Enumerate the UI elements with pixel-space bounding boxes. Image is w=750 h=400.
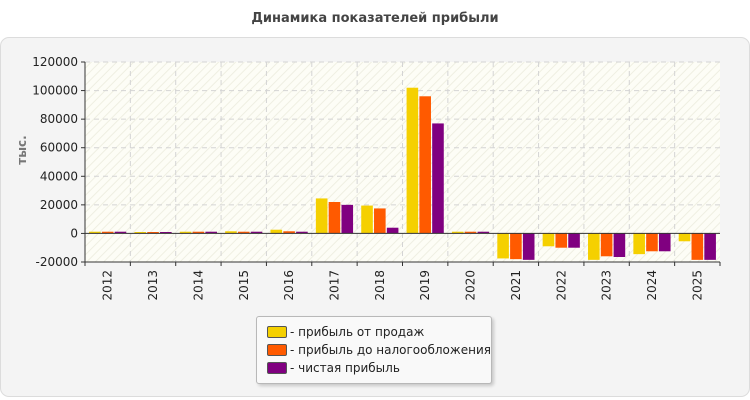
- bar: [179, 231, 192, 234]
- bar: [691, 233, 704, 260]
- x-tick-labels: 2012 2013 2014 2015 2016 2017 2018 2019 2020 2021…: [101, 270, 705, 301]
- x-tick-label: 2025: [690, 270, 704, 301]
- bar: [237, 231, 250, 234]
- y-tick-label: -20000: [35, 255, 78, 269]
- legend: - прибыль от продаж - прибыль до налогоо…: [256, 316, 492, 384]
- bar: [147, 232, 159, 234]
- y-tick-labels: -20000 0 20000 40000 60000 80000 100000 120000: [32, 55, 78, 269]
- legend-item: - прибыль до налогообложения: [267, 342, 491, 358]
- bar: [283, 231, 295, 234]
- bar: [646, 233, 658, 252]
- bar: [497, 233, 509, 259]
- legend-item: - прибыль от продаж: [267, 324, 424, 340]
- bar: [192, 231, 205, 234]
- bar: [89, 231, 101, 234]
- bar: [134, 232, 147, 234]
- x-tick-label: 2020: [464, 270, 478, 301]
- bar: [600, 233, 613, 257]
- bar: [315, 198, 328, 234]
- bar: [374, 208, 386, 234]
- x-tick-label: 2024: [645, 270, 659, 301]
- x-tick-label: 2012: [101, 270, 115, 301]
- bar: [464, 231, 477, 234]
- x-tick-label: 2017: [327, 270, 341, 301]
- chart-title: Динамика показателей прибыли: [251, 11, 499, 26]
- bar: [451, 231, 464, 234]
- y-tick-label: 100000: [32, 84, 78, 98]
- bar: [432, 123, 444, 234]
- legend-label: - прибыль до налогообложения: [290, 343, 491, 357]
- bar: [542, 233, 555, 247]
- bar: [406, 87, 419, 234]
- legend-swatch: [267, 326, 287, 338]
- x-tick-label: 2022: [554, 270, 568, 301]
- legend-swatch: [267, 344, 287, 356]
- y-tick-label: 40000: [40, 169, 78, 183]
- legend-label: - чистая прибыль: [290, 361, 400, 375]
- y-tick-label: 20000: [40, 198, 78, 212]
- bar: [613, 233, 626, 257]
- x-tick-label: 2015: [237, 270, 251, 301]
- bar: [114, 231, 127, 234]
- x-tick-label: 2021: [509, 270, 523, 301]
- bar: [510, 233, 522, 260]
- y-axis-label: тыс.: [15, 135, 29, 164]
- bar: [522, 233, 535, 260]
- bar: [477, 231, 490, 234]
- bar: [250, 231, 263, 234]
- plot-background: [85, 62, 720, 262]
- bar: [555, 233, 568, 248]
- legend-item: - чистая прибыль: [267, 360, 400, 376]
- y-tick-label: 60000: [40, 141, 78, 155]
- bar: [704, 233, 716, 260]
- y-tick-label: 0: [70, 226, 78, 240]
- bar: [341, 204, 354, 234]
- bar: [270, 229, 283, 234]
- bar: [205, 231, 217, 234]
- x-tick-label: 2016: [282, 270, 296, 301]
- bar: [225, 231, 237, 234]
- legend-swatch: [267, 362, 287, 374]
- y-tick-label: 80000: [40, 112, 78, 126]
- x-tick-label: 2019: [418, 270, 432, 301]
- bar: [101, 231, 114, 234]
- x-tick-label: 2014: [191, 270, 205, 301]
- bar: [328, 202, 341, 234]
- bar: [633, 233, 645, 255]
- bar: [160, 232, 172, 234]
- x-tick-label: 2023: [600, 270, 614, 301]
- legend-label: - прибыль от продаж: [290, 325, 425, 339]
- bar: [658, 233, 671, 252]
- bar: [568, 233, 580, 248]
- bar: [678, 233, 691, 242]
- bar: [588, 233, 600, 260]
- bar: [386, 227, 399, 234]
- bar: [419, 96, 431, 234]
- x-tick-label: 2013: [146, 270, 160, 301]
- axes: [81, 61, 721, 266]
- x-tick-label: 2018: [373, 270, 387, 301]
- y-tick-label: 120000: [32, 55, 78, 69]
- bar: [296, 231, 308, 234]
- bars: [89, 87, 716, 260]
- bar: [361, 205, 373, 234]
